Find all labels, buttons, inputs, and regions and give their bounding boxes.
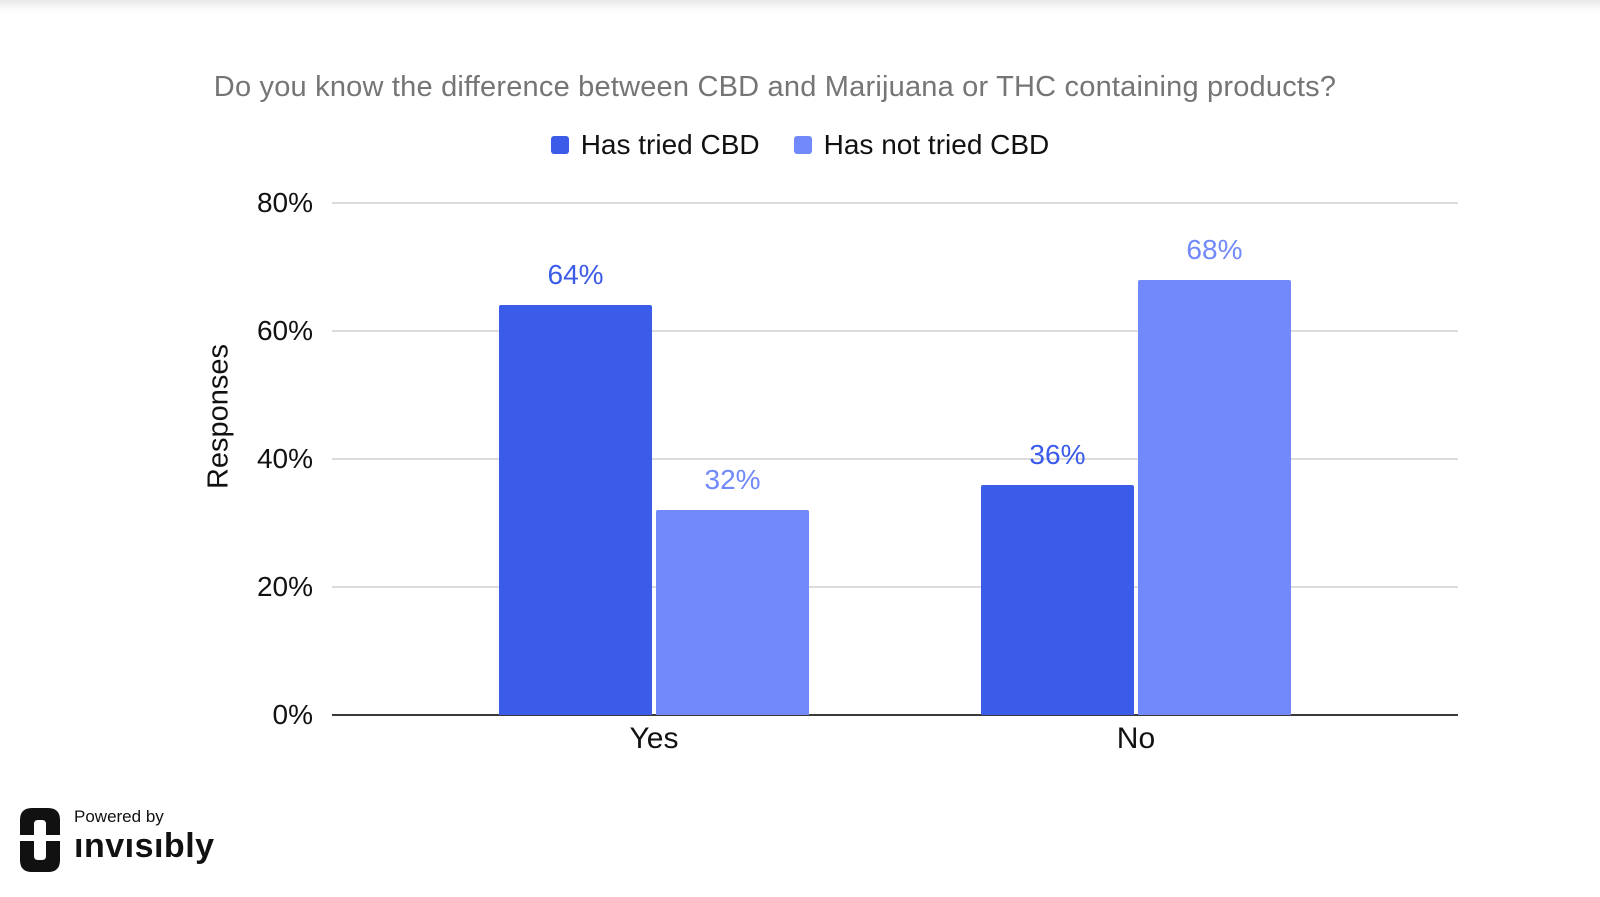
logo-text: Powered by ınvısıbly bbox=[74, 806, 215, 865]
bar-value-label-68%: 68% bbox=[1186, 233, 1243, 265]
bar-yes-series-1 bbox=[656, 510, 810, 715]
chart-legend: Has tried CBD Has not tried CBD bbox=[0, 129, 1600, 161]
legend-label: Has tried CBD bbox=[580, 129, 760, 160]
bar-value-label-32%: 32% bbox=[704, 464, 761, 496]
bar-no-series-1 bbox=[1137, 279, 1291, 715]
y-tick-80%: 80% bbox=[256, 187, 313, 218]
invisibly-logo: Powered by ınvısıbly bbox=[20, 806, 215, 872]
y-tick-40%: 40% bbox=[256, 443, 313, 474]
powered-by-label: Powered by bbox=[74, 807, 164, 826]
gridline-20% bbox=[332, 586, 1458, 588]
bar-yes-series-0 bbox=[499, 305, 653, 715]
invisibly-logo-icon bbox=[20, 808, 60, 872]
legend-swatch-icon bbox=[793, 136, 812, 154]
gridline-60% bbox=[332, 330, 1458, 332]
y-axis-tick-labels: 0% 20% 40% 60% 80% bbox=[0, 187, 313, 730]
gridline-40% bbox=[332, 458, 1458, 460]
brand-wordmark: ınvısıbly bbox=[74, 827, 215, 865]
bar-value-label-36%: 36% bbox=[1029, 438, 1086, 470]
legend-item-1: Has not tried CBD bbox=[793, 129, 1050, 161]
legend-swatch-icon bbox=[550, 136, 569, 154]
y-tick-0%: 0% bbox=[272, 699, 313, 730]
legend-label: Has not tried CBD bbox=[823, 129, 1050, 160]
y-tick-60%: 60% bbox=[256, 315, 313, 346]
plot-area: 64% 32% 36% 68% bbox=[332, 202, 1458, 716]
bar-value-label-64%: 64% bbox=[547, 259, 604, 291]
chart-title: Do you know the difference between CBD a… bbox=[213, 71, 1337, 103]
x-category-label-no: No bbox=[1116, 722, 1156, 755]
legend-item-0: Has tried CBD bbox=[550, 129, 760, 161]
y-axis-title-text: Responses bbox=[202, 343, 235, 490]
gridline-80% bbox=[332, 202, 1458, 204]
top-shadow-divider bbox=[0, 0, 1600, 14]
x-category-label-yes: Yes bbox=[629, 722, 679, 755]
bar-no-series-0 bbox=[980, 484, 1134, 715]
y-tick-20%: 20% bbox=[256, 571, 313, 602]
x-axis-line bbox=[332, 714, 1458, 716]
